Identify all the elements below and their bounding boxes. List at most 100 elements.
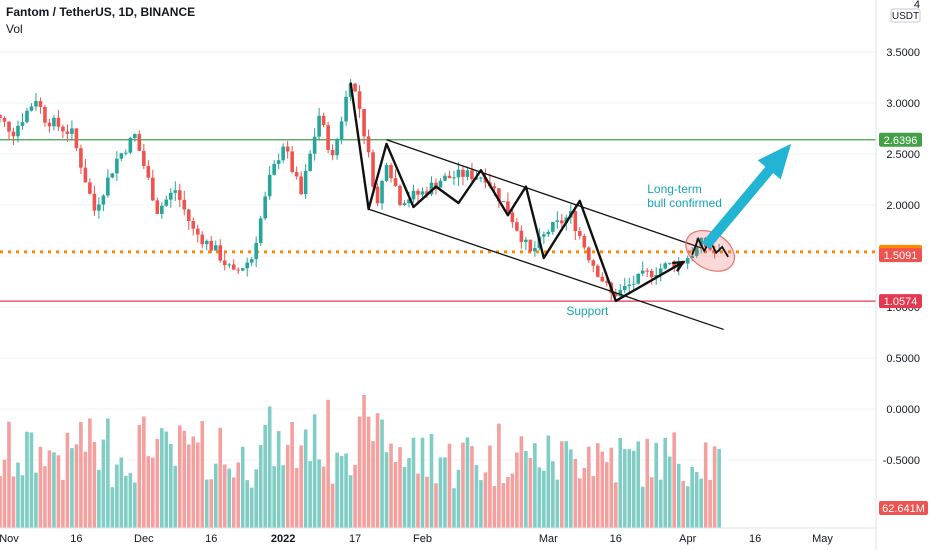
candle-body — [613, 293, 618, 297]
candle-body — [600, 276, 605, 282]
currency-unit-label: USDT — [892, 11, 919, 22]
volume-bar — [425, 476, 429, 528]
volume-bar — [393, 462, 398, 528]
channel-upper-line — [386, 139, 702, 249]
volume-bar — [636, 441, 641, 528]
chart-title: Fantom / TetherUS, 1D, BINANCE — [6, 5, 196, 19]
volume-bar — [429, 434, 434, 528]
candle-body — [402, 203, 407, 205]
candle-body — [236, 269, 241, 271]
candle-body — [582, 236, 587, 248]
candle-body — [2, 117, 7, 122]
volume-bar — [231, 477, 236, 528]
candles[interactable] — [0, 79, 721, 302]
candle-body — [290, 151, 294, 173]
volume-bar — [182, 430, 187, 528]
volume-bar — [366, 416, 371, 528]
volume-bar — [694, 471, 699, 528]
candle-body — [384, 165, 389, 181]
volume-bar — [524, 450, 528, 528]
horizontal-levels — [0, 139, 876, 302]
candle-body — [7, 121, 11, 132]
x-tick-label: Dec — [134, 533, 154, 545]
volume-bar — [2, 459, 7, 528]
candle-body — [339, 121, 344, 140]
volume-bar — [443, 457, 447, 528]
volume-bar — [438, 457, 443, 528]
volume-bar — [335, 452, 339, 528]
volume-bar — [312, 414, 317, 528]
x-tick-label: May — [812, 533, 833, 545]
volume-bar — [151, 457, 155, 528]
volume-bar — [101, 439, 106, 528]
channel-lower-line — [368, 208, 724, 331]
candle-body — [0, 114, 2, 118]
candle-body — [173, 190, 178, 193]
currency-top-label: 4 — [914, 0, 920, 11]
volume-bar — [667, 456, 672, 528]
y-tick-label: 3.0000 — [886, 98, 920, 110]
x-tick-label: 2022 — [271, 533, 295, 545]
volume-bar — [294, 468, 299, 528]
volume-bar — [128, 473, 133, 528]
candle-body — [699, 237, 703, 247]
volume-bar — [177, 425, 182, 528]
candle-body — [124, 152, 128, 154]
volume-bar — [249, 487, 254, 528]
candle-body — [371, 152, 375, 187]
volume-bar — [344, 453, 348, 528]
volume-bar — [690, 466, 694, 528]
volume-bars — [0, 395, 721, 528]
candle-body — [380, 180, 384, 204]
candle-body — [425, 191, 429, 195]
volume-bar — [515, 452, 519, 528]
candle-body — [465, 170, 470, 177]
volume-bar — [34, 472, 38, 528]
x-tick-label: Apr — [679, 533, 696, 545]
volume-bar — [389, 443, 393, 528]
candle-body — [186, 209, 191, 222]
volume-bar — [627, 449, 632, 528]
candle-body — [267, 174, 272, 197]
volume-bar — [537, 467, 542, 528]
volume-bar — [195, 442, 200, 528]
candle-body — [479, 177, 483, 179]
volume-bar — [43, 466, 47, 528]
candle-body — [133, 134, 137, 138]
resistance-price-tag — [879, 132, 922, 147]
candle-body — [281, 146, 285, 161]
volume-bar — [497, 423, 501, 528]
volume-bar — [119, 457, 124, 528]
candle-body — [389, 165, 393, 179]
volume-bar — [204, 479, 209, 528]
candle-body — [542, 234, 546, 237]
volume-label: Vol — [6, 22, 23, 36]
volume-bar — [155, 438, 160, 528]
volume-bar — [56, 455, 61, 528]
volume-bar — [685, 486, 690, 528]
candle-body — [330, 150, 335, 156]
volume-bar — [263, 424, 267, 528]
x-tick-label: Mar — [539, 533, 558, 545]
candle-body — [636, 273, 641, 284]
candle-body — [299, 176, 303, 195]
volume-bar — [276, 431, 281, 528]
volume-bar — [375, 413, 380, 528]
candle-body — [195, 228, 200, 235]
volume-bar — [47, 450, 52, 528]
volume-bar — [434, 483, 438, 528]
candle-body — [312, 136, 317, 154]
bullish-arrow — [701, 143, 792, 249]
candle-body — [362, 108, 366, 137]
candle-body — [667, 262, 672, 264]
volume-bar — [272, 466, 276, 528]
candle-body — [456, 169, 461, 178]
volume-bar — [209, 479, 214, 528]
candle-body — [654, 274, 659, 278]
candle-body — [317, 115, 321, 137]
volume-bar — [330, 483, 335, 528]
volume-bar — [519, 436, 524, 528]
volume-bar — [420, 437, 425, 528]
